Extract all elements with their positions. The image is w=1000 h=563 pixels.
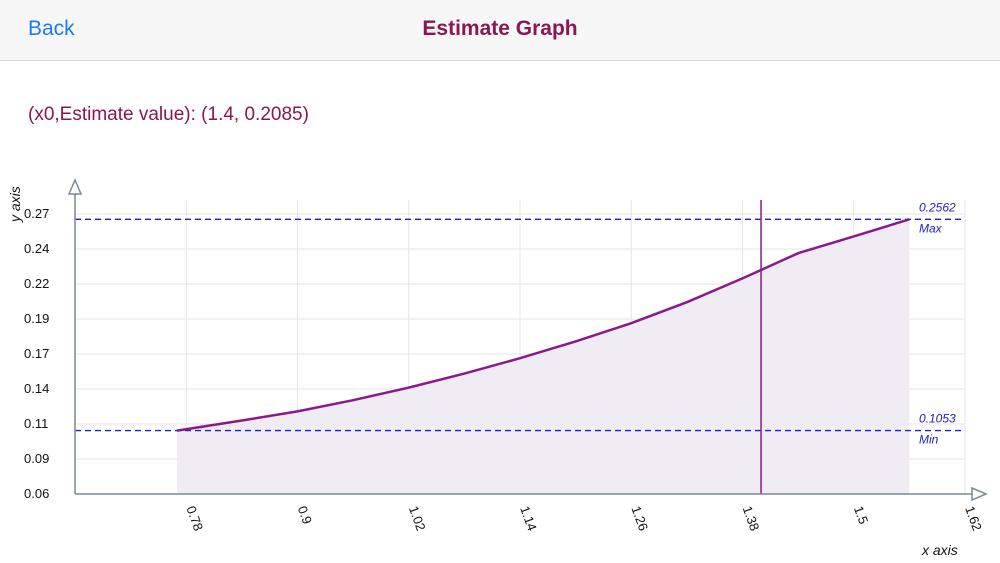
x-tick-label: 1.14 (517, 504, 540, 533)
navigation-bar: Back Estimate Graph (0, 0, 1000, 61)
y-tick-label: 0.19 (24, 311, 49, 326)
x-tick-labels: 0.78 0.9 1.02 1.14 1.26 1.38 1.5 1.62 (183, 504, 985, 533)
y-axis-arrow (67, 178, 83, 195)
estimate-curve (176, 218, 910, 432)
reference-lines: 0.2562 Max 0.1053 Min (75, 200, 965, 447)
min-label: Min (919, 433, 939, 447)
area-fill (177, 219, 910, 495)
y-tick-label: 0.09 (24, 451, 49, 466)
x-axis-arrow (971, 486, 988, 502)
max-label: Max (919, 221, 943, 235)
y-tick-label: 0.17 (24, 346, 49, 361)
x-tick-label: 0.9 (295, 504, 315, 526)
x-tick-label: 1.38 (740, 504, 763, 533)
y-tick-labels: 0.06 0.09 0.11 0.14 0.17 0.19 0.22 0.24 0.27 (24, 206, 49, 501)
y-tick-label: 0.24 (24, 241, 49, 256)
max-value-label: 0.2562 (919, 200, 956, 214)
y-tick-label: 0.06 (24, 486, 49, 501)
y-tick-label: 0.27 (24, 206, 49, 221)
x-tick-label: 1.02 (406, 504, 429, 533)
x-tick-label: 0.78 (183, 504, 206, 533)
x-tick-label: 1.5 (851, 504, 871, 526)
y-tick-label: 0.11 (24, 416, 48, 431)
x-tick-label: 1.26 (628, 504, 651, 533)
estimate-value-label: (x0,Estimate value): (1.4, 0.2085) (28, 104, 309, 125)
page-title: Estimate Graph (422, 17, 578, 40)
x-tick-label: 1.62 (962, 504, 985, 533)
axes (67, 178, 988, 502)
x-axis-title: x axis (921, 542, 958, 558)
back-button[interactable]: Back (28, 17, 75, 40)
y-axis-title: y axis (7, 186, 23, 223)
y-tick-label: 0.22 (24, 276, 49, 291)
y-tick-label: 0.14 (24, 381, 49, 396)
min-value-label: 0.1053 (919, 412, 956, 426)
